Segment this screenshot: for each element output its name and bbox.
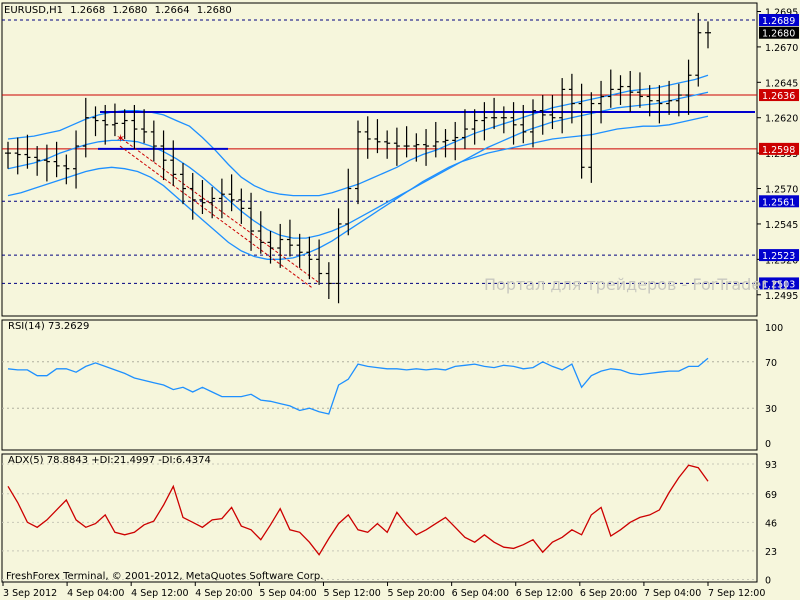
price-tag — [759, 277, 799, 290]
price-tag — [759, 13, 799, 26]
time-tick-label: 3 Sep 2012 — [3, 588, 57, 599]
rsi-tick-label: 30 — [765, 404, 777, 415]
time-tick-label: 4 Sep 20:00 — [195, 588, 252, 599]
watermark: Портал для трейдеров - ForTrader.ru — [484, 275, 788, 294]
adx-panel — [2, 463, 757, 581]
rsi-tick-label: 100 — [765, 323, 783, 334]
adx-tick-label: 23 — [765, 547, 777, 558]
price-tag — [759, 142, 799, 155]
price-tag-label: 1.2598 — [762, 145, 795, 156]
adx-tick-label: 69 — [765, 490, 777, 501]
price-tag-label: 1.2503 — [762, 279, 795, 290]
adx-title: ADX(5) 78.8843 +DI:21.4997 -DI:6.4374 — [8, 455, 211, 466]
time-tick-label: 5 Sep 12:00 — [323, 588, 380, 599]
copyright: FreshForex Terminal, © 2001-2012, MetaQu… — [6, 571, 323, 582]
rsi-tick-label: 70 — [765, 358, 777, 369]
rsi-title: RSI(14) 73.2629 — [8, 321, 89, 332]
price-tag — [759, 249, 799, 262]
price-tick-label: 1.2670 — [765, 43, 798, 54]
rsi-line — [7, 357, 709, 415]
panel-frame-adx — [1, 453, 758, 583]
panel-frames — [1, 2, 758, 583]
time-tick-label: 5 Sep 04:00 — [259, 588, 316, 599]
price-tag-label: 1.2561 — [762, 197, 795, 208]
time-tick-label: 7 Sep 12:00 — [708, 588, 765, 599]
price-tick-label: 1.2495 — [765, 291, 798, 302]
price-tick-label: 1.2545 — [765, 220, 798, 231]
panel-frame-rsi — [1, 319, 758, 451]
time-tick-label: 7 Sep 04:00 — [644, 588, 701, 599]
adx-tick-label: 93 — [765, 460, 777, 471]
price-axis: 1.26951.26701.26451.26201.25951.25701.25… — [757, 7, 799, 587]
price-tag-label: 1.2680 — [762, 29, 795, 40]
price-tag — [759, 26, 799, 39]
time-tick-label: 4 Sep 12:00 — [131, 588, 188, 599]
time-axis: 3 Sep 2012 4 Sep 04:00 4 Sep 12:00 4 Sep 20… — [2, 582, 765, 599]
price-tick-label: 1.2695 — [765, 7, 798, 18]
price-tag-label: 1.2523 — [762, 251, 795, 262]
price-tag-label: 1.2636 — [762, 91, 795, 102]
chart-header: EURUSD,H1 1.2668 1.2680 1.2664 1.2680 — [4, 5, 232, 16]
price-tick-label: 1.2570 — [765, 185, 798, 196]
price-tick-label: 1.2645 — [765, 78, 798, 89]
arrow-marker: ✶ — [116, 132, 125, 145]
adx-tick-label: 46 — [765, 518, 777, 529]
time-tick-label: 4 Sep 04:00 — [67, 588, 124, 599]
rsi-panel — [2, 357, 757, 415]
price-tag-label: 1.2689 — [762, 16, 795, 27]
time-tick-label: 6 Sep 12:00 — [516, 588, 573, 599]
panel-frame-main — [1, 2, 758, 317]
adx-line — [7, 464, 709, 556]
price-bars — [5, 12, 711, 304]
trend-lines: ✶ — [98, 111, 755, 289]
channel-line-lower — [119, 145, 313, 289]
time-tick-label: 5 Sep 20:00 — [388, 588, 445, 599]
adx-tick-label: 0 — [765, 576, 771, 587]
price-tag — [759, 195, 799, 208]
time-tick-label: 6 Sep 04:00 — [452, 588, 509, 599]
time-tick-label: 6 Sep 20:00 — [580, 588, 637, 599]
rsi-tick-label: 0 — [765, 439, 771, 450]
price-tick-label: 1.2620 — [765, 114, 798, 125]
price-tag — [759, 89, 799, 102]
channel-line-upper — [121, 138, 319, 283]
main-levels — [2, 19, 757, 284]
